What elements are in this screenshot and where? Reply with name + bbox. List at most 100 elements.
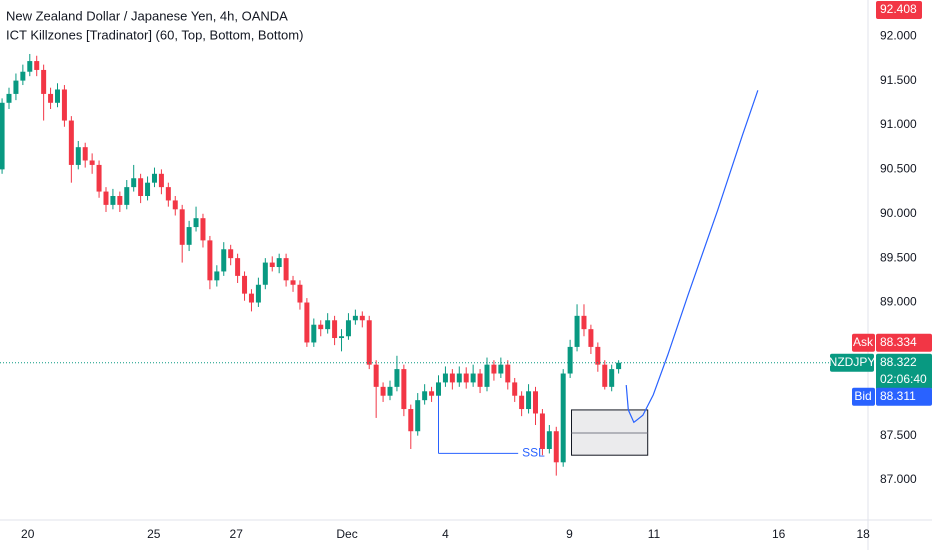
candle-body bbox=[387, 386, 393, 396]
projection-curve bbox=[625, 90, 759, 424]
top-price-label: 92.408 bbox=[880, 2, 917, 16]
candle-body bbox=[332, 320, 338, 339]
x-tick-label: 16 bbox=[772, 527, 786, 541]
candle-body bbox=[48, 93, 54, 103]
candle-body bbox=[61, 89, 67, 121]
candle-body bbox=[304, 302, 310, 343]
candle-body bbox=[297, 284, 303, 303]
candle-body bbox=[442, 373, 448, 383]
ask-price-tag bbox=[876, 333, 932, 352]
countdown-label: 02:06:40 bbox=[880, 372, 927, 386]
candle-body bbox=[158, 173, 164, 188]
x-tick-label: 9 bbox=[566, 527, 573, 541]
bid-price: 88.311 bbox=[880, 389, 916, 403]
candle-body bbox=[512, 382, 518, 396]
candle-body bbox=[553, 431, 559, 463]
candle-body bbox=[6, 93, 12, 103]
bid-tag bbox=[852, 387, 875, 406]
top-price-tag bbox=[876, 1, 922, 19]
candle-body bbox=[339, 336, 345, 339]
candle-body bbox=[463, 373, 469, 383]
candle-body bbox=[318, 324, 324, 330]
candle-body bbox=[422, 391, 428, 401]
candle-body bbox=[41, 69, 47, 94]
candle-body bbox=[394, 369, 400, 387]
candle-body bbox=[436, 382, 442, 396]
candle-body bbox=[408, 409, 414, 432]
candle-body bbox=[54, 89, 60, 103]
y-tick-label: 87.500 bbox=[880, 428, 917, 442]
candle-body bbox=[186, 227, 192, 245]
candle-body bbox=[567, 346, 573, 374]
y-tick-label: 90.000 bbox=[880, 206, 917, 220]
candle-body bbox=[269, 262, 275, 268]
candle-body bbox=[380, 386, 386, 396]
candle-body bbox=[131, 178, 137, 188]
x-tick-label: 25 bbox=[147, 527, 161, 541]
candle-body bbox=[75, 147, 81, 165]
symbol-label: NZDJPY bbox=[829, 355, 876, 369]
candle-body bbox=[560, 373, 566, 463]
candle-body bbox=[283, 258, 289, 281]
candle-body bbox=[401, 369, 407, 410]
candle-body bbox=[103, 191, 109, 205]
symbol-tag bbox=[830, 353, 874, 372]
bid-price-tag bbox=[876, 387, 932, 406]
ssl-label: SSL bbox=[522, 446, 545, 460]
candle-body bbox=[546, 431, 552, 449]
last-price-tag bbox=[876, 353, 932, 390]
candle-body bbox=[228, 249, 234, 259]
candle-body bbox=[588, 329, 594, 347]
x-tick-label: 18 bbox=[856, 527, 870, 541]
candle-body bbox=[345, 320, 351, 337]
x-tick-label: 4 bbox=[442, 527, 449, 541]
candle-body bbox=[27, 61, 33, 72]
candle-body bbox=[207, 240, 213, 281]
candle-body bbox=[609, 369, 615, 387]
y-tick-label: 92.000 bbox=[880, 28, 917, 42]
candle-body bbox=[373, 364, 379, 387]
candle-body bbox=[574, 315, 580, 347]
candle-body bbox=[20, 71, 26, 81]
candle-body bbox=[68, 120, 74, 165]
y-tick-label: 89.000 bbox=[880, 295, 917, 309]
candle-body bbox=[110, 195, 116, 205]
candle-body bbox=[449, 373, 455, 383]
candle-body bbox=[491, 364, 497, 374]
candle-body bbox=[248, 293, 254, 303]
candle-body bbox=[276, 258, 282, 268]
candle-body bbox=[311, 324, 317, 343]
candle-body bbox=[484, 364, 490, 387]
candle-body bbox=[200, 218, 206, 241]
candle-body bbox=[165, 187, 171, 201]
y-tick-label: 91.000 bbox=[880, 117, 917, 131]
candle-body bbox=[0, 102, 5, 170]
candle-body bbox=[470, 373, 476, 383]
bid-label: Bid bbox=[854, 389, 871, 403]
candle-body bbox=[124, 187, 130, 205]
candle-body bbox=[262, 262, 268, 285]
candle-body bbox=[13, 80, 19, 94]
x-tick-label: Dec bbox=[336, 527, 357, 541]
ask-tag bbox=[852, 333, 875, 352]
candle-body bbox=[352, 315, 358, 321]
candle-body bbox=[34, 61, 40, 70]
y-tick-label: 91.500 bbox=[880, 73, 917, 87]
candle-body bbox=[138, 178, 144, 196]
candle-body bbox=[456, 373, 462, 383]
candle-body bbox=[82, 147, 88, 161]
candle-body bbox=[581, 315, 587, 330]
candle-body bbox=[526, 391, 532, 410]
candle-body bbox=[477, 373, 483, 387]
x-tick-label: 27 bbox=[230, 527, 244, 541]
candle-body bbox=[498, 364, 504, 374]
ask-label: Ask bbox=[853, 335, 874, 349]
candle-body bbox=[89, 160, 95, 165]
candle-body bbox=[145, 182, 151, 196]
candle-body bbox=[179, 209, 185, 245]
candle-body bbox=[117, 195, 123, 205]
candle-body bbox=[359, 315, 365, 321]
